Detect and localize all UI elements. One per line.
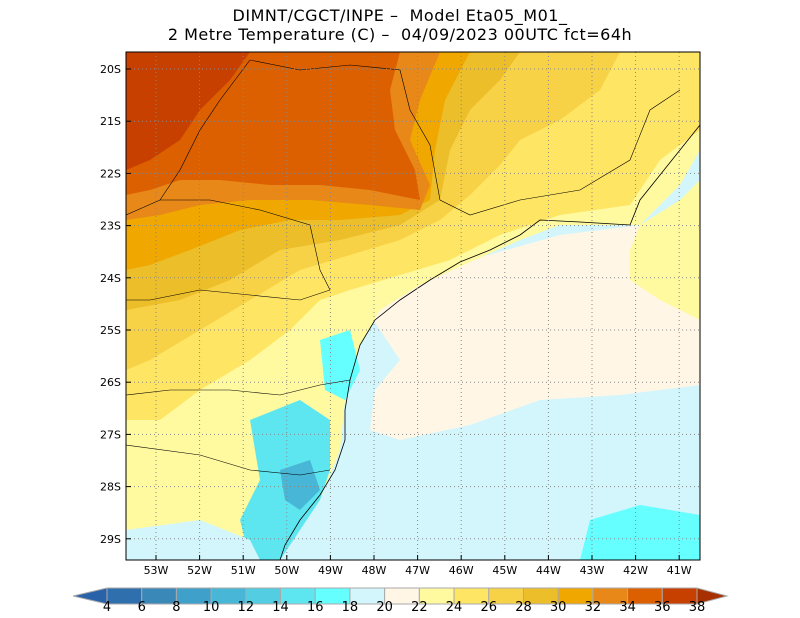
- colorbar-label: 18: [342, 600, 359, 615]
- colorbar-swatch: [106, 587, 143, 605]
- temperature-field: [126, 52, 700, 560]
- lon-label: 43W: [580, 564, 605, 577]
- colorbar-label: 20: [376, 600, 393, 615]
- colorbar-label: 34: [619, 600, 636, 615]
- lon-label: 50W: [274, 564, 299, 577]
- lat-label: 29S: [100, 533, 121, 546]
- colorbar-label: 28: [515, 600, 532, 615]
- lon-label: 45W: [492, 564, 517, 577]
- lon-label: 47W: [405, 564, 430, 577]
- colorbar-label: 4: [103, 600, 111, 615]
- colorbar-label: 16: [307, 600, 324, 615]
- lon-label: 49W: [318, 564, 343, 577]
- colorbar-label: 8: [172, 600, 180, 615]
- colorbar-label: 24: [446, 600, 463, 615]
- lat-label: 22S: [100, 167, 121, 180]
- map-frame: [125, 51, 701, 561]
- colorbar: 4 6 8 10 12 14 16 18 20 22 24 26 28 30 32 34 36 38: [72, 587, 729, 615]
- lat-label: 20S: [100, 63, 121, 76]
- title-line-1: DIMNT/CGCT/INPE – Model Eta05_M01_: [232, 6, 568, 25]
- graticule: [126, 52, 700, 560]
- lat-label: 21S: [100, 115, 121, 128]
- lat-label: 26S: [100, 376, 121, 389]
- colorbar-label: 6: [138, 600, 146, 615]
- lat-label: 24S: [100, 272, 121, 285]
- colorbar-swatch: [141, 587, 177, 605]
- lon-label: 42W: [623, 564, 648, 577]
- lon-label: 52W: [187, 564, 212, 577]
- colorbar-swatch: [661, 587, 698, 605]
- lon-label: 51W: [231, 564, 256, 577]
- lat-label: 28S: [100, 481, 121, 494]
- lat-label: 27S: [100, 428, 121, 441]
- lon-label: 44W: [536, 564, 561, 577]
- lon-label: 46W: [449, 564, 474, 577]
- colorbar-label: 12: [238, 600, 255, 615]
- lat-label: 23S: [100, 220, 121, 233]
- colorbar-label: 30: [550, 600, 567, 615]
- colorbar-label: 36: [654, 600, 671, 615]
- colorbar-label: 26: [480, 600, 497, 615]
- lon-label: 48W: [362, 564, 387, 577]
- lon-label: 41W: [667, 564, 692, 577]
- title-line-2: 2 Metre Temperature (C) – 04/09/2023 00U…: [167, 25, 633, 44]
- colorbar-label: 32: [585, 600, 602, 615]
- lat-label: 25S: [100, 324, 121, 337]
- colorbar-label: 22: [411, 600, 428, 615]
- colorbar-label: 10: [203, 600, 220, 615]
- colorbar-label: 38: [689, 600, 706, 615]
- lon-label: 53W: [144, 564, 169, 577]
- colorbar-label: 14: [272, 600, 289, 615]
